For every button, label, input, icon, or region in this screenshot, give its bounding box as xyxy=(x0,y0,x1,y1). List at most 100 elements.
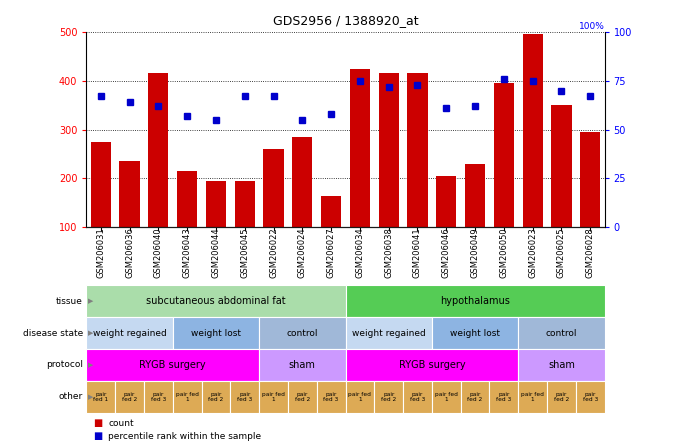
Bar xyxy=(91,142,111,227)
Text: pair
fed 2: pair fed 2 xyxy=(467,392,483,402)
Bar xyxy=(259,317,346,349)
Text: RYGB surgery: RYGB surgery xyxy=(399,360,465,370)
Bar xyxy=(177,171,197,227)
Text: GSM206045: GSM206045 xyxy=(240,227,249,278)
Bar xyxy=(120,162,140,227)
Text: pair
fed 3: pair fed 3 xyxy=(323,392,339,402)
Bar xyxy=(547,381,576,413)
Bar xyxy=(465,164,485,227)
Text: GSM206028: GSM206028 xyxy=(586,227,595,278)
Bar xyxy=(230,381,259,413)
Bar xyxy=(461,381,489,413)
Text: pair fed
1: pair fed 1 xyxy=(435,392,457,402)
Text: pair
fed 2: pair fed 2 xyxy=(381,392,397,402)
Bar xyxy=(518,317,605,349)
Bar xyxy=(259,349,346,381)
Bar xyxy=(86,317,173,349)
Text: pair fed
1: pair fed 1 xyxy=(521,392,544,402)
Text: ▶: ▶ xyxy=(88,362,93,368)
Bar xyxy=(489,381,518,413)
Bar xyxy=(580,132,600,227)
Text: GSM206038: GSM206038 xyxy=(384,227,393,278)
Text: ▶: ▶ xyxy=(88,298,93,304)
Text: pair
fed 3: pair fed 3 xyxy=(583,392,598,402)
Text: pair
fed 2: pair fed 2 xyxy=(553,392,569,402)
Text: GSM206031: GSM206031 xyxy=(96,227,105,278)
Text: 100%: 100% xyxy=(579,22,605,31)
Bar xyxy=(202,381,230,413)
Bar xyxy=(316,381,346,413)
Bar xyxy=(144,381,173,413)
Bar xyxy=(346,381,375,413)
Bar xyxy=(408,74,428,227)
Bar xyxy=(235,181,255,227)
Bar xyxy=(576,381,605,413)
Text: GSM206023: GSM206023 xyxy=(528,227,537,278)
Bar xyxy=(173,381,202,413)
Text: pair
fed 3: pair fed 3 xyxy=(410,392,425,402)
Text: GSM206050: GSM206050 xyxy=(500,227,509,278)
Text: GSM206022: GSM206022 xyxy=(269,227,278,278)
Text: ■: ■ xyxy=(93,431,102,441)
Text: pair fed
1: pair fed 1 xyxy=(348,392,371,402)
Text: sham: sham xyxy=(289,360,316,370)
Bar xyxy=(379,74,399,227)
Text: disease state: disease state xyxy=(23,329,83,337)
Bar xyxy=(115,381,144,413)
Text: pair fed
1: pair fed 1 xyxy=(262,392,285,402)
Bar xyxy=(432,317,518,349)
Bar xyxy=(518,381,547,413)
Text: weight lost: weight lost xyxy=(191,329,241,337)
Text: GSM206043: GSM206043 xyxy=(182,227,191,278)
Text: GSM206027: GSM206027 xyxy=(327,227,336,278)
Text: pair
fed 3: pair fed 3 xyxy=(151,392,166,402)
Text: pair
fed 2: pair fed 2 xyxy=(208,392,224,402)
Bar xyxy=(432,381,461,413)
Bar xyxy=(350,69,370,227)
Bar xyxy=(346,285,605,317)
Text: sham: sham xyxy=(548,360,575,370)
Bar xyxy=(292,137,312,227)
Text: count: count xyxy=(108,419,134,428)
Bar xyxy=(375,381,403,413)
Bar xyxy=(206,181,226,227)
Bar xyxy=(321,196,341,227)
Bar xyxy=(346,349,518,381)
Text: tissue: tissue xyxy=(56,297,83,305)
Bar xyxy=(86,349,259,381)
Bar xyxy=(494,83,514,227)
Text: GSM206044: GSM206044 xyxy=(211,227,220,278)
Text: GSM206036: GSM206036 xyxy=(125,227,134,278)
Text: ▶: ▶ xyxy=(88,394,93,400)
Text: GSM206025: GSM206025 xyxy=(557,227,566,278)
Text: ■: ■ xyxy=(93,418,102,428)
Bar xyxy=(149,74,169,227)
Bar xyxy=(346,317,432,349)
Text: GSM206040: GSM206040 xyxy=(154,227,163,278)
Bar xyxy=(551,105,571,227)
Text: GSM206034: GSM206034 xyxy=(355,227,364,278)
Text: GSM206024: GSM206024 xyxy=(298,227,307,278)
Bar xyxy=(518,349,605,381)
Text: ▶: ▶ xyxy=(88,330,93,336)
Text: control: control xyxy=(546,329,577,337)
Text: pair
fed 2: pair fed 2 xyxy=(294,392,310,402)
Text: GSM206046: GSM206046 xyxy=(442,227,451,278)
Text: pair
fed 3: pair fed 3 xyxy=(237,392,252,402)
Text: weight lost: weight lost xyxy=(450,329,500,337)
Text: percentile rank within the sample: percentile rank within the sample xyxy=(108,432,262,440)
Text: pair
fed 1: pair fed 1 xyxy=(93,392,108,402)
Text: GDS2956 / 1388920_at: GDS2956 / 1388920_at xyxy=(273,14,418,28)
Text: GSM206041: GSM206041 xyxy=(413,227,422,278)
Text: pair fed
1: pair fed 1 xyxy=(176,392,198,402)
Bar xyxy=(288,381,316,413)
Bar xyxy=(173,317,259,349)
Text: RYGB surgery: RYGB surgery xyxy=(140,360,206,370)
Bar xyxy=(436,176,456,227)
Bar xyxy=(522,35,542,227)
Text: weight regained: weight regained xyxy=(93,329,167,337)
Bar xyxy=(86,285,346,317)
Text: hypothalamus: hypothalamus xyxy=(440,296,510,306)
Text: other: other xyxy=(59,392,83,401)
Bar xyxy=(263,149,283,227)
